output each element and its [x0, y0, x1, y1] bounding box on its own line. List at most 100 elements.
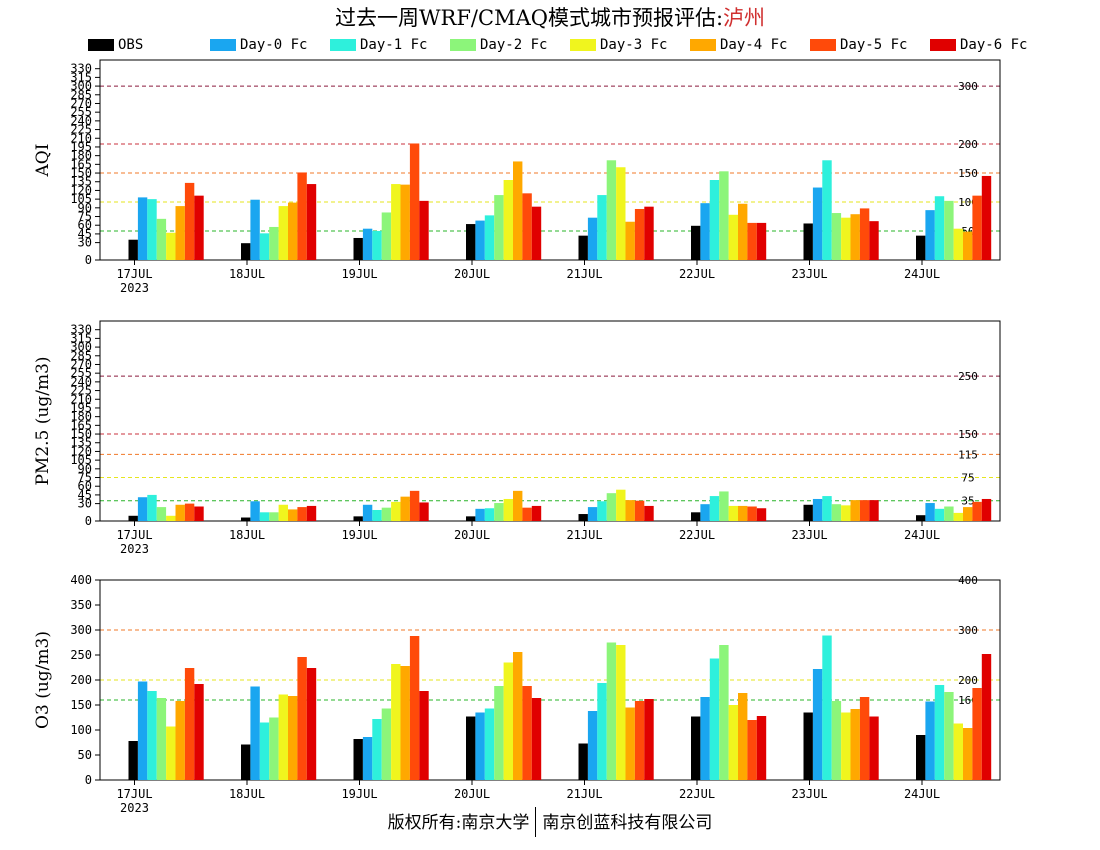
- x-tick-label: 18JUL: [229, 267, 265, 281]
- y-tick-label: 330: [70, 62, 92, 76]
- legend-label: Day-6 Fc: [960, 37, 1028, 53]
- bar: [409, 636, 420, 780]
- bar: [306, 505, 317, 521]
- y-tick-label: 75: [78, 471, 92, 485]
- y-tick-label: 30: [78, 497, 92, 511]
- legend-label: OBS: [118, 37, 144, 53]
- threshold-label: 115: [958, 448, 978, 461]
- bar: [606, 160, 617, 260]
- bar: [494, 195, 504, 260]
- y-tick-label: 255: [70, 105, 92, 119]
- bar: [269, 226, 279, 260]
- y-axis-label: AQI: [33, 144, 53, 178]
- bar: [513, 161, 523, 260]
- bar: [409, 490, 420, 521]
- bar: [953, 723, 963, 780]
- bar: [128, 239, 138, 260]
- bar: [812, 669, 823, 780]
- bar: [822, 160, 832, 260]
- legend-item: Day-2 Fc: [450, 36, 547, 54]
- bar: [372, 509, 382, 521]
- bar: [925, 503, 935, 521]
- bar: [484, 708, 495, 780]
- legend-label: Day-1 Fc: [360, 37, 428, 53]
- x-tick-label: 17JUL: [116, 267, 152, 281]
- legend-item: Day-3 Fc: [570, 36, 667, 54]
- y-tick-label: 90: [78, 201, 92, 215]
- x-tick-label: 22JUL: [679, 267, 715, 281]
- bar: [700, 697, 710, 780]
- bar: [700, 504, 710, 521]
- x-tick-label: 18JUL: [229, 528, 265, 542]
- bar: [634, 208, 645, 260]
- bar: [738, 693, 748, 780]
- y-tick-label: 255: [70, 366, 92, 380]
- y-tick-label: 120: [70, 183, 92, 197]
- bar: [194, 684, 204, 780]
- legend-label: Day-2 Fc: [480, 37, 548, 53]
- x-tick-label: 23JUL: [791, 267, 827, 281]
- x-tick-label: 21JUL: [566, 787, 602, 801]
- bar: [869, 221, 879, 260]
- x-tick-label: 18JUL: [229, 787, 265, 801]
- bar: [925, 210, 935, 260]
- bar: [297, 657, 307, 780]
- bar: [625, 707, 635, 780]
- chart-title: 过去一周WRF/CMAQ模式城市预报评估:泸州: [0, 2, 1100, 32]
- y-tick-label: 180: [70, 410, 92, 424]
- y-tick-label: 165: [70, 157, 92, 171]
- bar: [719, 171, 729, 260]
- x-tick-label: 24JUL: [904, 267, 940, 281]
- bar: [372, 231, 382, 260]
- bar: [606, 493, 617, 521]
- y-tick-label: 285: [70, 88, 92, 102]
- bar: [578, 235, 588, 260]
- y-tick-label: 180: [70, 149, 92, 163]
- bar: [963, 231, 973, 260]
- legend-item: Day-0 Fc: [210, 36, 307, 54]
- bar: [137, 681, 148, 780]
- bar: [278, 504, 288, 521]
- x-tick-label: 21JUL: [566, 267, 602, 281]
- bar: [831, 504, 842, 521]
- bar: [934, 196, 945, 260]
- bar: [137, 497, 148, 521]
- legend-swatch: [930, 39, 956, 51]
- bar: [156, 218, 167, 260]
- bar: [831, 213, 842, 260]
- bar: [278, 206, 288, 260]
- y-tick-label: 75: [78, 210, 92, 224]
- bar: [841, 217, 851, 260]
- bar: [597, 195, 607, 260]
- bar: [362, 228, 373, 260]
- legend-label: Day-0 Fc: [240, 37, 308, 53]
- y-tick-label: 300: [70, 623, 92, 637]
- x-tick-label: 22JUL: [679, 787, 715, 801]
- bar: [400, 184, 410, 260]
- bar: [372, 719, 382, 780]
- bar: [194, 195, 204, 260]
- y-tick-label: 165: [70, 418, 92, 432]
- bar: [578, 743, 588, 780]
- plot-frame: [99, 59, 1001, 261]
- bar: [297, 172, 307, 260]
- copyright: 版权所有:南京大学 南京创蓝科技有限公司: [0, 806, 1100, 839]
- bar: [850, 500, 860, 521]
- bar: [738, 203, 748, 260]
- bar: [972, 688, 982, 780]
- bar: [147, 494, 157, 521]
- bar: [625, 500, 635, 521]
- bar: [466, 516, 476, 521]
- bar: [269, 512, 279, 521]
- bar: [503, 662, 513, 780]
- bar: [972, 501, 982, 521]
- bar: [522, 193, 532, 260]
- bar: [728, 505, 738, 521]
- bar: [719, 491, 729, 521]
- x-tick-label: 17JUL: [116, 787, 152, 801]
- x-year-label: 2023: [120, 542, 149, 556]
- bar: [812, 187, 823, 260]
- bar: [859, 500, 870, 521]
- y-tick-label: 240: [70, 114, 92, 128]
- bar: [738, 505, 748, 521]
